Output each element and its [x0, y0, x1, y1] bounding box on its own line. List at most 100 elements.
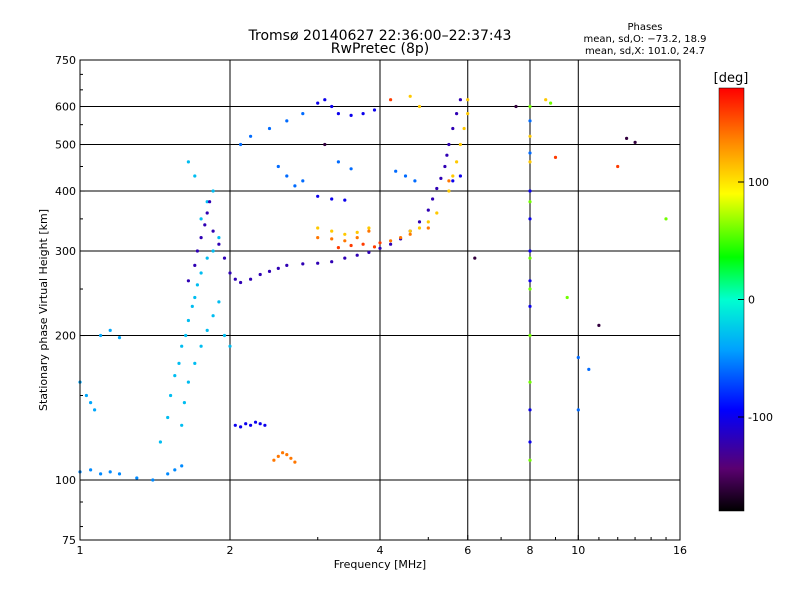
y-tick-label: 75	[62, 534, 76, 547]
data-point	[182, 401, 186, 405]
data-point	[528, 380, 532, 384]
data-point	[343, 232, 347, 236]
data-point	[301, 262, 305, 266]
data-point	[372, 108, 377, 112]
data-point	[349, 243, 353, 248]
data-point	[205, 200, 209, 204]
data-point	[199, 217, 203, 221]
data-point	[253, 420, 258, 424]
data-point	[528, 104, 532, 109]
data-point	[217, 242, 221, 246]
y-tick-label: 400	[55, 185, 76, 198]
data-point	[330, 229, 334, 233]
data-point	[289, 456, 293, 460]
data-point	[355, 230, 359, 234]
data-point	[528, 200, 532, 204]
data-point	[217, 300, 221, 304]
data-point	[203, 223, 207, 227]
grid-lines	[80, 60, 680, 540]
data-point	[267, 269, 272, 273]
data-point	[426, 220, 430, 224]
data-point	[408, 94, 412, 98]
y-tick-label: 600	[55, 101, 76, 114]
colorbar-tick-label: 0	[748, 294, 755, 307]
data-point	[462, 126, 466, 131]
data-point	[336, 160, 340, 164]
data-point	[528, 189, 532, 193]
data-point	[431, 197, 435, 201]
data-point	[349, 167, 353, 171]
data-point	[466, 112, 470, 116]
data-point	[361, 112, 365, 116]
y-tick-label: 500	[55, 139, 76, 152]
data-point	[447, 189, 451, 193]
data-point	[587, 367, 591, 371]
data-point	[228, 271, 232, 275]
data-point	[249, 134, 253, 138]
data-point	[263, 423, 267, 427]
data-point	[528, 249, 532, 253]
colorbar-tick-label: 100	[748, 176, 769, 189]
data-point	[186, 279, 190, 283]
data-point	[99, 333, 103, 338]
data-point	[451, 179, 455, 183]
data-point	[180, 344, 184, 348]
data-point	[193, 174, 197, 178]
data-point	[455, 160, 459, 164]
data-point	[408, 232, 412, 236]
data-point	[285, 119, 289, 123]
data-point	[426, 208, 430, 212]
data-point	[417, 226, 422, 230]
data-point	[205, 328, 209, 332]
data-point	[528, 119, 532, 123]
x-tick-label: 2	[227, 544, 234, 557]
data-point	[528, 151, 532, 155]
data-point	[180, 464, 184, 468]
data-point	[239, 280, 243, 285]
data-point	[323, 142, 327, 147]
chart-subtitle: RwPretec (8p)	[331, 41, 429, 57]
y-tick-label: 300	[55, 245, 76, 258]
data-point	[173, 374, 177, 378]
data-point	[355, 236, 359, 240]
data-point	[135, 476, 139, 480]
data-point	[625, 136, 629, 140]
data-point	[84, 393, 88, 398]
data-point	[544, 98, 548, 102]
legend-title: Phases	[627, 22, 662, 33]
data-point	[316, 101, 320, 105]
data-point	[473, 256, 477, 260]
x-tick-label: 16	[673, 544, 687, 557]
data-point	[272, 458, 276, 462]
data-point	[439, 176, 443, 180]
data-point	[190, 304, 194, 308]
x-axis-label: Frequency [MHz]	[334, 558, 426, 571]
data-point	[217, 236, 221, 240]
data-point	[389, 98, 393, 102]
data-point	[355, 253, 359, 257]
data-point	[528, 458, 532, 462]
data-point	[211, 229, 215, 233]
data-point	[394, 169, 398, 173]
data-point	[316, 236, 320, 240]
data-point	[455, 112, 459, 116]
data-point	[443, 164, 447, 169]
data-point	[576, 355, 580, 360]
data-point	[597, 323, 601, 327]
data-point	[205, 256, 209, 260]
data-point	[99, 472, 103, 476]
x-tick-label: 4	[377, 544, 384, 557]
data-point	[211, 189, 215, 193]
data-point	[576, 408, 580, 412]
data-point	[208, 200, 212, 204]
data-point	[316, 261, 320, 265]
data-point	[361, 242, 365, 246]
data-point	[195, 249, 199, 253]
data-point	[316, 194, 320, 198]
data-point	[378, 241, 382, 245]
data-point	[301, 179, 305, 183]
data-point	[458, 98, 462, 102]
data-point	[447, 179, 451, 183]
data-point	[211, 314, 215, 318]
data-point	[528, 333, 532, 338]
